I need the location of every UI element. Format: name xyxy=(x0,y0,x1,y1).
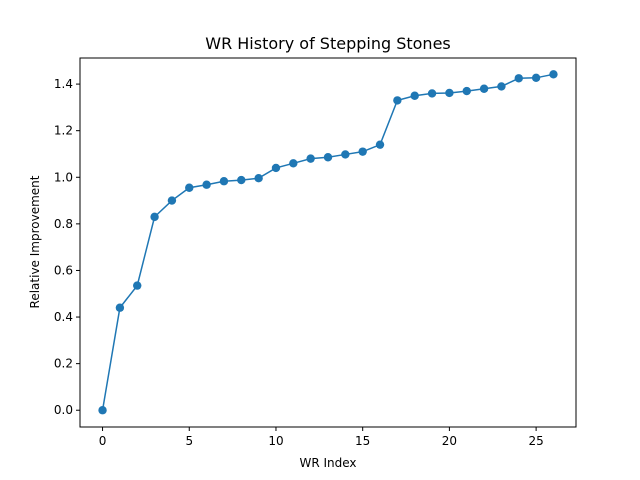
data-point xyxy=(271,163,281,173)
data-point xyxy=(341,150,350,159)
data-point xyxy=(133,281,142,290)
y-axis: 0.0 0.2 0.4 0.6 0.8 1.0 1.2 1.4 xyxy=(54,77,80,417)
data-point xyxy=(462,86,471,96)
y-tick-label: 0.6 xyxy=(54,263,73,277)
data-point xyxy=(549,70,558,79)
data-point xyxy=(445,88,454,98)
chart-title: WR History of Stepping Stones xyxy=(205,34,451,53)
y-tick-label: 0.8 xyxy=(54,217,73,231)
y-tick-label: 0.2 xyxy=(54,357,73,371)
data-point xyxy=(358,147,367,156)
x-tick-label: 10 xyxy=(268,434,283,448)
plot-area xyxy=(98,70,558,415)
data-point xyxy=(514,74,523,83)
y-tick-label: 0.4 xyxy=(54,310,73,324)
y-tick-label: 1.0 xyxy=(54,170,73,184)
data-point xyxy=(427,89,437,98)
axes-frame xyxy=(79,57,577,428)
x-axis-label: WR Index xyxy=(299,456,356,470)
data-point xyxy=(98,406,107,415)
data-point xyxy=(219,177,229,186)
data-point xyxy=(202,180,211,189)
data-point xyxy=(375,140,385,149)
x-tick-label: 0 xyxy=(99,434,107,448)
series-line xyxy=(101,73,554,411)
x-axis: 0 5 10 15 20 25 xyxy=(99,427,544,448)
y-axis-label: Relative Improvement xyxy=(28,175,42,308)
x-tick-label: 25 xyxy=(528,434,543,448)
data-point xyxy=(393,96,402,105)
data-point xyxy=(185,183,194,192)
data-point xyxy=(237,175,246,185)
y-tick-label: 1.2 xyxy=(54,124,73,138)
x-tick-label: 20 xyxy=(442,434,457,448)
data-point xyxy=(410,91,419,100)
data-point xyxy=(167,196,177,205)
data-point xyxy=(115,303,125,312)
y-tick-label: 0.0 xyxy=(54,403,73,417)
data-point xyxy=(306,154,315,163)
data-point xyxy=(150,212,159,222)
data-point xyxy=(531,73,541,83)
data-point xyxy=(323,153,333,162)
data-point xyxy=(497,82,506,91)
y-tick-label: 1.4 xyxy=(54,77,73,91)
data-point xyxy=(479,84,489,93)
x-tick-label: 15 xyxy=(355,434,370,448)
x-tick-label: 5 xyxy=(185,434,193,448)
data-point xyxy=(289,159,298,168)
data-point xyxy=(254,174,263,183)
